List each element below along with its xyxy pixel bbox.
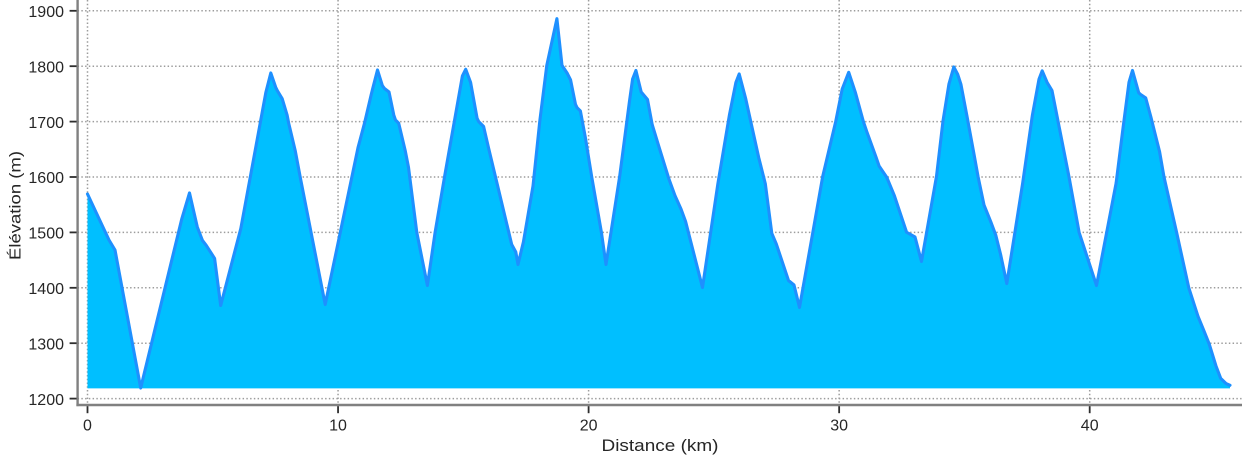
svg-text:1700: 1700 — [28, 115, 64, 132]
svg-text:10: 10 — [329, 418, 347, 435]
svg-text:1300: 1300 — [28, 336, 64, 353]
svg-text:1800: 1800 — [28, 59, 64, 76]
svg-text:40: 40 — [1081, 418, 1099, 435]
svg-text:1200: 1200 — [28, 392, 64, 409]
svg-text:1900: 1900 — [28, 4, 64, 21]
svg-text:1400: 1400 — [28, 281, 64, 298]
svg-text:20: 20 — [580, 418, 598, 435]
svg-text:Distance (km): Distance (km) — [602, 436, 719, 455]
svg-text:Élévation (m): Élévation (m) — [6, 151, 25, 260]
svg-text:0: 0 — [83, 418, 92, 435]
svg-text:1600: 1600 — [28, 170, 64, 187]
svg-text:1500: 1500 — [28, 226, 64, 243]
svg-text:30: 30 — [830, 418, 848, 435]
